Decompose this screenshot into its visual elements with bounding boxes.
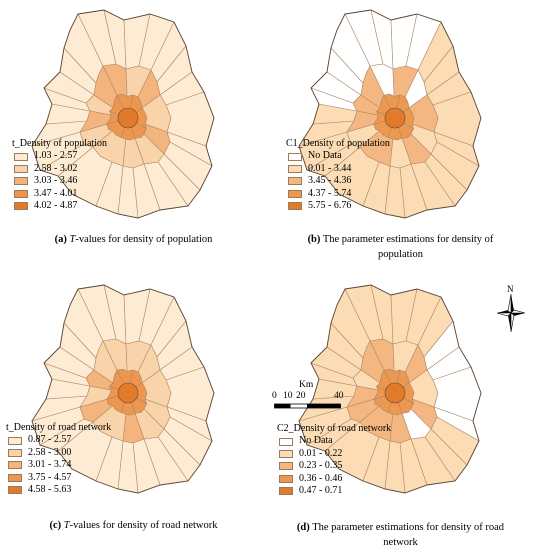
legend-swatch: [279, 487, 293, 496]
legend-item: 1.03 - 2.57: [12, 150, 107, 162]
legend-swatch: [8, 486, 22, 495]
map-c: [31, 284, 215, 494]
north-label: N: [507, 284, 514, 294]
legend-swatch: [8, 448, 22, 457]
legend-title-c: t_Density of road network: [6, 422, 112, 433]
legend-item: 4.58 - 5.63: [6, 484, 111, 496]
legend-item: 0.23 - 0.35: [277, 460, 391, 472]
legend-a: t_Density of population 1.03 - 2.57 2.58…: [12, 138, 107, 212]
city-core: [117, 107, 139, 129]
legend-swatch: [288, 189, 302, 198]
region-boundary: [298, 9, 482, 219]
map-b: [298, 9, 482, 219]
district-layer: [31, 284, 215, 494]
city-core: [117, 382, 139, 404]
legend-swatch: [288, 152, 302, 161]
legend-item: 3.01 - 3.74: [6, 459, 111, 471]
legend-item: 3.75 - 4.57: [6, 472, 111, 484]
legend-item: No Data: [286, 150, 390, 162]
legend-swatch: [288, 164, 302, 173]
legend-item: 3.03 - 3.46: [12, 175, 107, 187]
city-core: [384, 382, 406, 404]
panel-b: C1_Density of population No Data 0.01 - …: [267, 0, 534, 270]
region-boundary: [31, 284, 215, 494]
scale-bar-graphic: [274, 403, 341, 409]
region-boundary: [31, 9, 215, 219]
scale-bar-unit: Km: [299, 380, 314, 390]
district-layer: [298, 9, 482, 219]
map-d: [298, 284, 482, 494]
legend-d: C2_Density of road network No Data 0.01 …: [277, 423, 391, 497]
map-a: [31, 9, 215, 219]
caption-b: (b) The parameter estimations for densit…: [307, 234, 494, 260]
legend-swatch: [8, 473, 22, 482]
panel-d: C2_Density of road network No Data 0.01 …: [267, 275, 534, 550]
caption-d: (d) The parameter estimations for densit…: [296, 522, 505, 548]
caption-c: (c) T-values for density of road network: [49, 520, 218, 531]
legend-item: 2.58 - 3.00: [6, 447, 111, 459]
legend-c: t_Density of road network 0.87 - 2.57 2.…: [6, 422, 111, 496]
legend-swatch: [14, 189, 28, 198]
legend-swatch: [279, 474, 293, 483]
panel-c: t_Density of road network 0.87 - 2.57 2.…: [0, 275, 267, 550]
legend-item: 0.01 - 3.44: [286, 163, 390, 175]
north-arrow: N: [497, 284, 525, 332]
legend-swatch: [8, 436, 22, 445]
legend-title-b: C1_Density of population: [286, 138, 390, 149]
legend-item: 5.75 - 6.76: [286, 200, 390, 212]
legend-swatch: [279, 437, 293, 446]
legend-swatch: [14, 177, 28, 186]
scale-tick-label: 0: [272, 391, 277, 401]
legend-item: No Data: [277, 435, 391, 447]
legend-item: 3.47 - 4.01: [12, 188, 107, 200]
legend-item: 4.02 - 4.87: [12, 200, 107, 212]
scale-tick-label: 40: [334, 391, 344, 401]
north-arrow-icon: [497, 294, 525, 332]
district-layer: [298, 284, 482, 494]
legend-swatch: [8, 461, 22, 470]
legend-item: 3.45 - 4.36: [286, 175, 390, 187]
legend-swatch: [288, 177, 302, 186]
legend-swatch: [288, 202, 302, 211]
legend-b: C1_Density of population No Data 0.01 - …: [286, 138, 390, 212]
scale-tick-label: 20: [296, 391, 306, 401]
legend-item: 0.01 - 0.22: [277, 448, 391, 460]
legend-item: 0.87 - 2.57: [6, 434, 111, 446]
legend-item: 2.58 - 3.02: [12, 163, 107, 175]
scale-tick-label: 10: [283, 391, 293, 401]
legend-swatch: [279, 462, 293, 471]
legend-item: 0.36 - 0.46: [277, 473, 391, 485]
legend-swatch: [279, 449, 293, 458]
region-boundary: [298, 284, 482, 494]
panel-a: t_Density of population 1.03 - 2.57 2.58…: [0, 0, 267, 270]
city-core: [384, 107, 406, 129]
legend-item: 0.47 - 0.71: [277, 485, 391, 497]
legend-title-d: C2_Density of road network: [277, 423, 392, 434]
legend-swatch: [14, 152, 28, 161]
legend-item: 4.37 - 5.74: [286, 188, 390, 200]
legend-title-a: t_Density of population: [12, 138, 107, 149]
caption-a: (a) T-values for density of population: [54, 234, 213, 245]
district-layer: [31, 9, 215, 219]
legend-swatch: [14, 202, 28, 211]
scale-bar: Km 0 10 20 40: [272, 380, 352, 410]
legend-swatch: [14, 164, 28, 173]
